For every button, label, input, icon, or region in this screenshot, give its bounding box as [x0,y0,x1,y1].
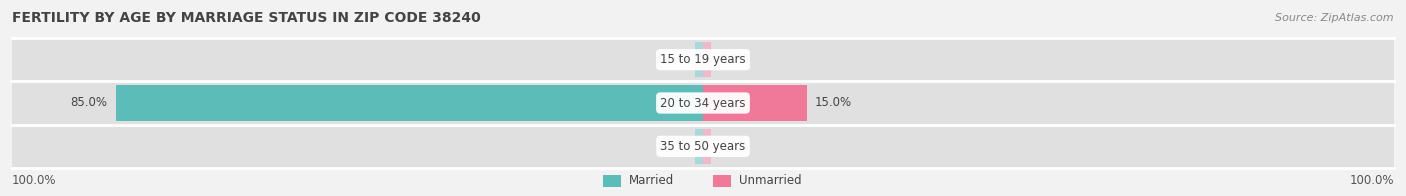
Text: 15 to 19 years: 15 to 19 years [661,53,745,66]
Bar [603,175,621,187]
Text: Unmarried: Unmarried [740,174,801,188]
Bar [703,129,711,164]
Text: 15.0%: 15.0% [814,96,852,110]
Bar [695,129,703,164]
Text: 35 to 50 years: 35 to 50 years [661,140,745,153]
Text: 20 to 34 years: 20 to 34 years [661,96,745,110]
Bar [713,175,731,187]
Bar [115,85,703,121]
Text: 100.0%: 100.0% [13,174,56,188]
Text: FERTILITY BY AGE BY MARRIAGE STATUS IN ZIP CODE 38240: FERTILITY BY AGE BY MARRIAGE STATUS IN Z… [13,11,481,25]
Text: 85.0%: 85.0% [70,96,108,110]
Text: Source: ZipAtlas.com: Source: ZipAtlas.com [1275,13,1393,23]
Bar [703,42,711,77]
Text: 0.0%: 0.0% [720,53,749,66]
Text: 100.0%: 100.0% [1350,174,1393,188]
Text: 0.0%: 0.0% [657,53,686,66]
Bar [703,85,807,121]
Bar [695,42,703,77]
Text: Married: Married [628,174,675,188]
Text: 0.0%: 0.0% [720,140,749,153]
Bar [13,38,1393,168]
Text: 0.0%: 0.0% [657,140,686,153]
